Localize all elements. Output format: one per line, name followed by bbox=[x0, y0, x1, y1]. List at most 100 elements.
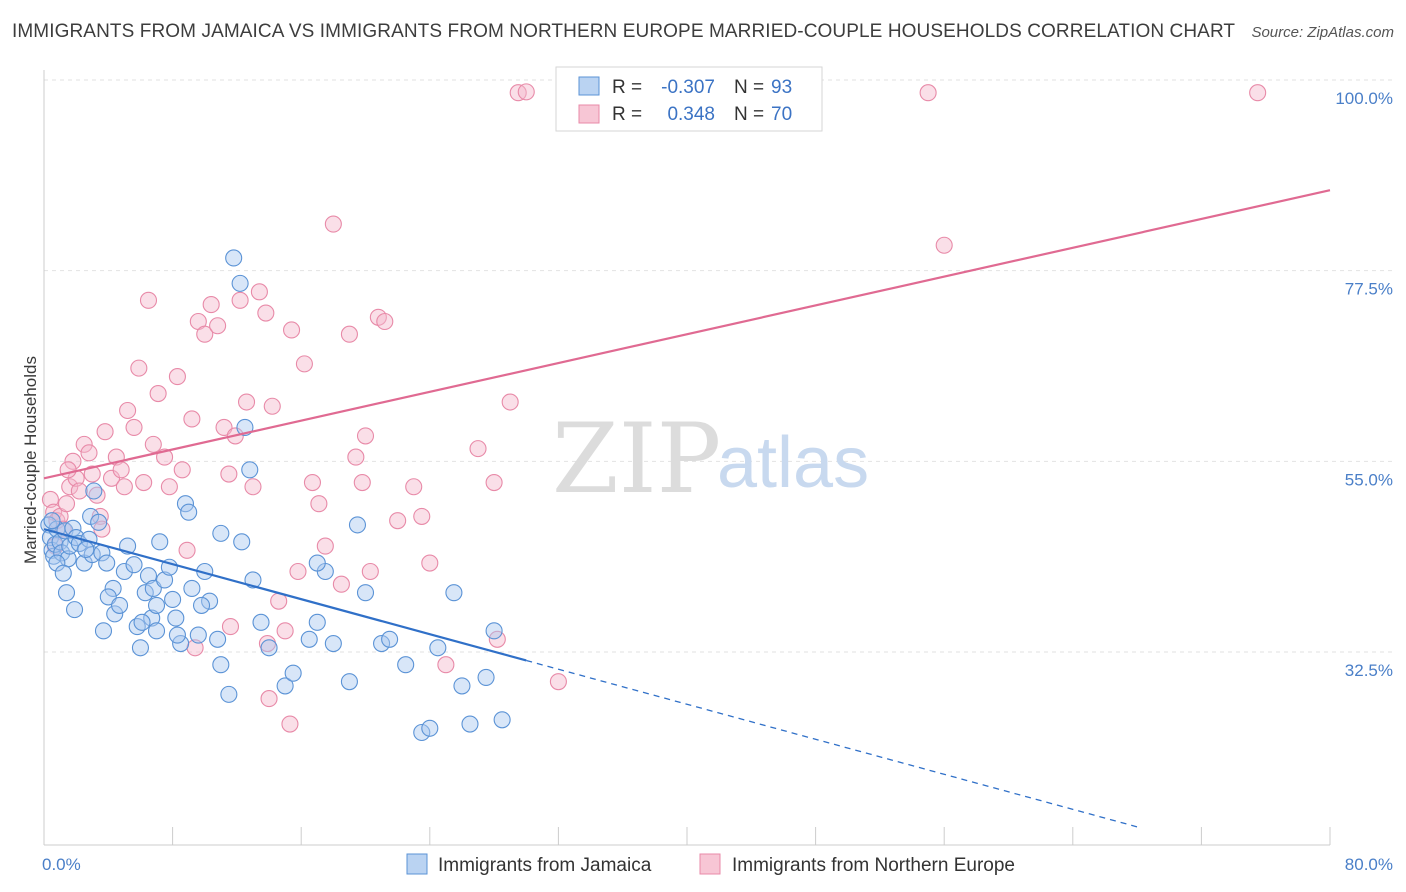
northern-europe-point-10 bbox=[75, 435, 93, 453]
northern-europe-point-0 bbox=[41, 490, 59, 509]
jamaica-point-76 bbox=[397, 656, 415, 674]
legend-n-label-1: N = bbox=[734, 104, 764, 125]
jamaica-point-80 bbox=[445, 584, 463, 602]
jamaica-point-74 bbox=[373, 634, 391, 653]
jamaica-point-50 bbox=[180, 503, 198, 521]
northern-europe-point-36 bbox=[209, 317, 227, 335]
jamaica-point-83 bbox=[477, 668, 495, 686]
series-legend: Immigrants from Jamaica Immigrants from … bbox=[406, 853, 1015, 876]
jamaica-point-92 bbox=[133, 613, 151, 631]
jamaica-point-46 bbox=[164, 590, 182, 609]
legend-swatch-jamaica bbox=[578, 76, 600, 96]
northern-europe-point-54 bbox=[324, 215, 342, 233]
jamaica-point-82 bbox=[461, 715, 479, 733]
northern-europe-point-24 bbox=[139, 291, 158, 309]
jamaica-point-61 bbox=[241, 461, 259, 479]
northern-europe-point-43 bbox=[250, 283, 268, 301]
northern-europe-point-57 bbox=[347, 448, 365, 466]
jamaica-point-86 bbox=[348, 516, 367, 534]
jamaica-point-30 bbox=[106, 605, 124, 623]
northern-europe-point-38 bbox=[220, 465, 238, 483]
jamaica-point-44 bbox=[156, 571, 174, 589]
northern-europe-point-26 bbox=[149, 384, 167, 403]
watermark: ZIP atlas bbox=[552, 403, 869, 515]
legend-swatch-northern-europe bbox=[578, 104, 600, 124]
jamaica-point-72 bbox=[340, 673, 358, 691]
series-legend-label-northern-europe: Immigrants from Northern Europe bbox=[732, 855, 1015, 876]
northern-europe-trend-line bbox=[43, 189, 1331, 480]
northern-europe-point-55 bbox=[332, 575, 350, 593]
northern-europe-point-69 bbox=[501, 393, 519, 411]
series-northern-europe-points bbox=[41, 83, 1267, 733]
northern-europe-point-23 bbox=[135, 473, 153, 492]
jamaica-point-58 bbox=[225, 249, 243, 267]
jamaica-point-27 bbox=[98, 554, 116, 572]
tick-labels: 32.5% 55.0% 77.5% 100.0% 0.0% 80.0% bbox=[42, 89, 1393, 874]
jamaica-point-78 bbox=[421, 719, 439, 737]
jamaica-point-11 bbox=[61, 537, 79, 555]
northern-europe-point-56 bbox=[340, 325, 358, 343]
watermark-zip: ZIP bbox=[552, 403, 721, 515]
y-tick-label-3: 100.0% bbox=[1335, 89, 1393, 108]
jamaica-point-40 bbox=[143, 609, 161, 627]
jamaica-trend-line bbox=[43, 528, 527, 662]
northern-europe-point-64 bbox=[413, 507, 431, 525]
source-label: Source: ZipAtlas.com bbox=[1251, 24, 1394, 41]
jamaica-point-4 bbox=[46, 535, 64, 553]
jamaica-point-20 bbox=[57, 584, 76, 602]
northern-europe-point-9 bbox=[70, 482, 88, 500]
northern-europe-point-31 bbox=[178, 541, 196, 559]
jamaica-point-75 bbox=[381, 630, 399, 648]
series-legend-swatch-northern-europe bbox=[699, 853, 721, 875]
jamaica-point-73 bbox=[356, 584, 375, 602]
jamaica-point-81 bbox=[453, 677, 471, 695]
northern-europe-point-51 bbox=[303, 473, 322, 492]
northern-europe-point-82 bbox=[517, 83, 535, 101]
northern-europe-point-32 bbox=[183, 410, 201, 428]
northern-europe-point-84 bbox=[281, 715, 299, 733]
northern-europe-point-14 bbox=[91, 507, 109, 525]
chart-title: IMMIGRANTS FROM JAMAICA VS IMMIGRANTS FR… bbox=[12, 21, 1236, 42]
jamaica-point-59 bbox=[231, 274, 249, 292]
jamaica-point-21 bbox=[65, 601, 84, 619]
jamaica-point-57 bbox=[220, 685, 238, 703]
jamaica-point-71 bbox=[324, 634, 342, 653]
jamaica-point-77 bbox=[413, 723, 431, 742]
northern-europe-point-47 bbox=[276, 622, 294, 640]
legend-r-label-0: R = bbox=[612, 77, 642, 98]
northern-europe-point-65 bbox=[421, 554, 439, 572]
jamaica-point-65 bbox=[260, 639, 278, 657]
northern-europe-point-25 bbox=[144, 435, 162, 453]
northern-europe-point-21 bbox=[125, 418, 143, 436]
northern-europe-point-72 bbox=[919, 84, 937, 102]
jamaica-point-22 bbox=[77, 540, 95, 559]
northern-europe-point-59 bbox=[361, 562, 379, 581]
jamaica-point-51 bbox=[183, 579, 201, 597]
northern-europe-point-66 bbox=[437, 656, 455, 674]
northern-europe-point-79 bbox=[221, 618, 240, 636]
northern-europe-point-83 bbox=[356, 427, 375, 445]
northern-europe-point-50 bbox=[295, 355, 313, 373]
series-legend-label-jamaica: Immigrants from Jamaica bbox=[438, 855, 652, 876]
legend-r-label-1: R = bbox=[612, 104, 642, 125]
jamaica-point-55 bbox=[209, 630, 227, 648]
northern-europe-point-7 bbox=[64, 452, 82, 470]
northern-europe-point-63 bbox=[405, 478, 423, 496]
jamaica-point-91 bbox=[147, 622, 166, 640]
series-legend-swatch-jamaica bbox=[406, 853, 428, 875]
jamaica-point-68 bbox=[300, 630, 318, 648]
x-tick-label-max: 80.0% bbox=[1345, 855, 1393, 874]
jamaica-point-31 bbox=[94, 622, 113, 640]
jamaica-point-67 bbox=[284, 664, 302, 682]
northern-europe-point-5 bbox=[57, 495, 76, 513]
northern-europe-point-28 bbox=[160, 478, 178, 496]
jamaica-point-62 bbox=[233, 533, 251, 551]
northern-europe-point-85 bbox=[260, 690, 278, 708]
jamaica-point-19 bbox=[54, 564, 72, 582]
northern-europe-point-18 bbox=[112, 461, 130, 479]
northern-europe-point-29 bbox=[168, 368, 186, 386]
jamaica-point-56 bbox=[212, 656, 230, 674]
northern-europe-point-16 bbox=[102, 469, 121, 487]
legend-n-value-1: 70 bbox=[771, 104, 792, 125]
